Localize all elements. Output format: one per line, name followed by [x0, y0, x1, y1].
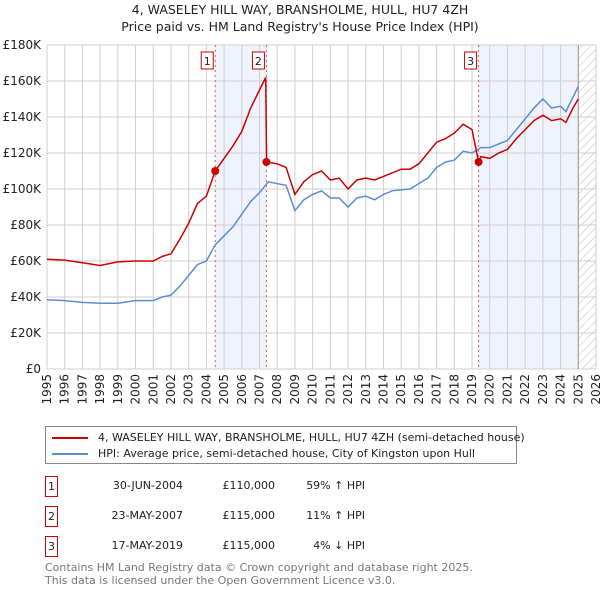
x-tick-label: 2023 — [536, 374, 550, 405]
shaded-ownership-period — [215, 45, 267, 369]
x-tick-label: 2022 — [518, 374, 532, 405]
sale-number-badge: 1 — [45, 476, 58, 497]
x-tick-label: 2003 — [182, 374, 196, 405]
sale-label-number: 2 — [255, 55, 262, 68]
y-tick-label: £160K — [3, 74, 43, 88]
x-tick-label: 2001 — [146, 374, 160, 405]
x-tick-label: 2019 — [465, 374, 479, 405]
sale-label-box — [200, 51, 214, 70]
sale-point — [474, 158, 483, 166]
sale-hpi-diff: 59% ↑ HPI — [306, 479, 365, 492]
chart-subtitle: Price paid vs. HM Land Registry's House … — [121, 19, 479, 34]
sale-price: £115,000 — [222, 509, 276, 522]
x-tick-label: 2026 — [589, 374, 600, 405]
shaded-ownership-period — [478, 45, 579, 369]
legend-label-hpi: HPI: Average price, semi-detached house,… — [98, 447, 475, 460]
x-tick-label: 2004 — [199, 374, 213, 405]
x-tick-label: 2015 — [394, 374, 408, 405]
sale-label-number: 3 — [467, 55, 474, 68]
x-tick-label: 2007 — [253, 374, 267, 405]
future-hatch-region — [578, 45, 596, 369]
y-tick-label: £120K — [3, 146, 43, 160]
hpi-series-line — [46, 86, 579, 305]
x-tick-label: 2018 — [447, 374, 461, 405]
x-tick-label: 2016 — [412, 374, 426, 405]
x-tick-label: 2013 — [359, 374, 373, 405]
sale-hpi-diff: 4% ↓ HPI — [313, 539, 365, 552]
sale-date: 17-MAY-2019 — [111, 539, 183, 552]
x-tick-label: 1995 — [40, 374, 54, 405]
x-tick-label: 2000 — [129, 374, 143, 405]
x-tick-label: 2012 — [341, 374, 355, 405]
sale-price: £115,000 — [222, 539, 276, 552]
footer-licence: This data is licensed under the Open Gov… — [45, 574, 396, 587]
legend-red-line-icon — [52, 436, 88, 439]
y-tick-label: £180K — [3, 38, 43, 52]
x-tick-label: 2025 — [571, 374, 585, 405]
sale-point — [211, 167, 220, 175]
legend: 4, WASELEY HILL WAY, BRANSHOLME, HULL, H… — [45, 426, 525, 464]
x-tick-label: 2008 — [270, 374, 284, 405]
sale-date: 23-MAY-2007 — [111, 509, 183, 522]
x-tick-label: 2011 — [323, 374, 337, 405]
x-tick-label: 1998 — [93, 374, 107, 405]
y-tick-label: £80K — [10, 218, 42, 232]
legend-label-property: 4, WASELEY HILL WAY, BRANSHOLME, HULL, H… — [98, 431, 525, 444]
x-tick-label: 2024 — [554, 374, 568, 405]
sale-hpi-diff: 11% ↑ HPI — [306, 509, 365, 522]
legend-blue-line-icon — [52, 452, 88, 455]
x-tick-label: 1997 — [75, 374, 89, 405]
x-tick-label: 2005 — [217, 374, 231, 405]
x-tick-label: 2002 — [164, 374, 178, 405]
x-tick-label: 2017 — [430, 374, 444, 405]
x-tick-label: 1999 — [111, 374, 125, 405]
x-tick-label: 2006 — [235, 374, 249, 405]
x-tick-label: 2020 — [483, 374, 497, 405]
sale-point — [262, 158, 271, 166]
sale-number-badge: 2 — [45, 506, 58, 527]
y-tick-label: £140K — [3, 110, 43, 124]
x-tick-label: 2009 — [288, 374, 302, 405]
y-tick-label: £100K — [3, 182, 43, 196]
sale-label-box — [251, 51, 265, 70]
x-tick-label: 2021 — [500, 374, 514, 405]
chart-title: 4, WASELEY HILL WAY, BRANSHOLME, HULL, H… — [131, 2, 469, 17]
x-tick-label: 2014 — [376, 374, 390, 405]
sale-label-number: 1 — [204, 55, 211, 68]
price-chart: 1995 1996 1997 1998 1999 2000 2001 2002 2003 2004… — [3, 38, 600, 405]
y-tick-label: £60K — [10, 254, 42, 268]
sale-price: £110,000 — [222, 479, 276, 492]
y-tick-label: £20K — [10, 326, 42, 340]
sale-date: 30-JUN-2004 — [112, 479, 183, 492]
y-tick-label: £40K — [10, 290, 42, 304]
sale-label-box — [464, 51, 478, 70]
x-tick-label: 2010 — [306, 374, 320, 405]
sale-number-badge: 3 — [45, 536, 58, 557]
x-tick-label: 1996 — [58, 374, 72, 405]
y-tick-label: £0 — [26, 362, 41, 376]
property-series-line — [46, 77, 579, 267]
footer-copyright: Contains HM Land Registry data © Crown c… — [45, 561, 473, 574]
